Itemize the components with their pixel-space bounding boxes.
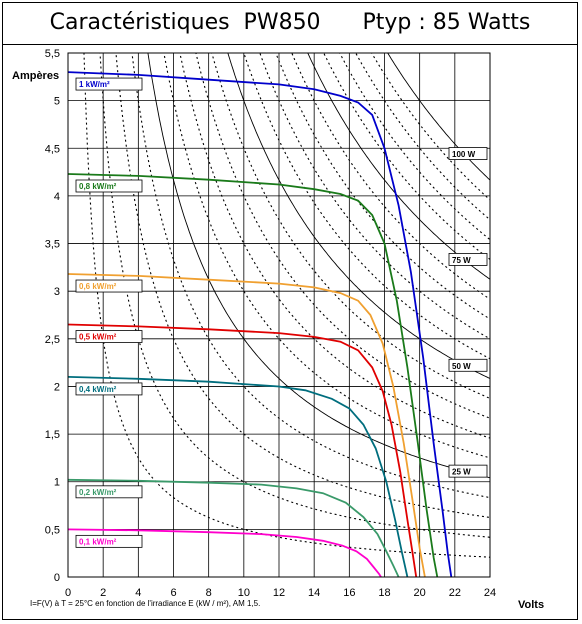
y-tick-label: 2 [54,381,60,393]
series-lines [68,71,453,577]
series-line [68,71,453,577]
power-curve-line [323,53,490,260]
power-curve-line [211,53,490,399]
x-tick-label: 6 [170,587,176,599]
series-label: 1 kW/m² [79,80,110,89]
chart-title: Caractéristiques PW850 Ptyp : 85 Watts [49,10,531,35]
series-label: 0,2 kW/m² [79,488,117,497]
power-curve-line [243,53,490,360]
power-curve-line [291,53,490,300]
y-tick-label: 1 [54,477,60,489]
x-tick-label: 18 [378,587,390,599]
chart-labels: 0 2 4 6 8 10 12 14 16 18 20 22 2400,511,522,533,544,… [12,48,544,611]
x-tick-label: 4 [135,587,141,599]
power-label-box [448,253,488,266]
power-label: 75 W [452,256,471,265]
series-label: 0,5 kW/m² [79,333,117,342]
y-tick-label: 4 [54,191,60,203]
power-label-box [448,358,488,372]
x-tick-label: 12 [273,587,285,599]
x-tick-label: 14 [308,587,320,599]
x-tick-label: 0 [65,587,71,599]
power-curve-line [355,53,490,221]
chart-footnote: I=F(V) à T = 25°C en fonction de l'irrad… [30,599,261,608]
power-curve-line [131,53,490,499]
series-label: 0,6 kW/m² [79,282,117,291]
power-label: 100 W [452,150,476,159]
y-tick-label: 3 [54,286,60,298]
power-label: 25 W [452,468,471,477]
series-line [68,528,382,577]
power-curve-line [147,53,490,479]
power-curve-line [179,53,490,439]
series-label-box [75,179,143,193]
x-tick-label: 8 [206,587,212,599]
y-tick-label: 4,5 [45,143,60,155]
x-tick-label: 22 [449,587,461,599]
power-curve-line [275,53,490,320]
y-axis-label: Ampères [12,70,59,82]
power-curve-line [99,53,490,538]
power-curve-line [163,53,490,459]
series-line [68,376,409,577]
power-curve-line [259,53,490,340]
series-line [68,273,426,577]
axes [67,52,491,578]
series-line [68,173,439,577]
power-curve-line [195,53,490,419]
series-label-box [75,485,143,499]
x-axis-label: Volts [518,599,544,611]
y-tick-label: 5,5 [45,48,60,60]
series-label-box [75,330,143,343]
series-label-box [75,279,143,293]
y-tick-label: 2,5 [45,334,60,346]
series-label-box [75,77,143,91]
series-label-box [75,534,143,548]
title-bar: Caractéristiques PW850 Ptyp : 85 Watts [2,2,578,45]
x-tick-label: 2 [100,587,106,599]
y-tick-label: 3,5 [45,239,60,251]
power-curve-line [339,53,490,241]
power-curve-line [83,53,490,558]
x-tick-label: 10 [238,587,250,599]
series-label: 0,8 kW/m² [79,182,117,191]
series-label-box [75,382,143,396]
series-label: 0,4 kW/m² [79,385,117,394]
grid-lines [67,52,491,578]
x-tick-label: 20 [414,587,426,599]
power-curve-line [371,53,490,201]
series-line [68,478,400,577]
y-tick-label: 0 [54,572,60,584]
y-tick-label: 1,5 [45,429,60,441]
power-curve-line [227,53,490,379]
series-label: 0,1 kW/m² [79,537,117,546]
x-tick-label: 16 [343,587,355,599]
series-line [68,323,418,577]
power-label: 50 W [452,362,471,371]
power-label-box [448,464,488,478]
x-tick-label: 24 [484,587,496,599]
y-tick-label: 5 [54,96,60,108]
power-label-box [448,147,488,160]
plot-area-border [67,52,491,578]
power-curves [83,53,490,558]
y-tick-label: 0,5 [45,524,60,536]
